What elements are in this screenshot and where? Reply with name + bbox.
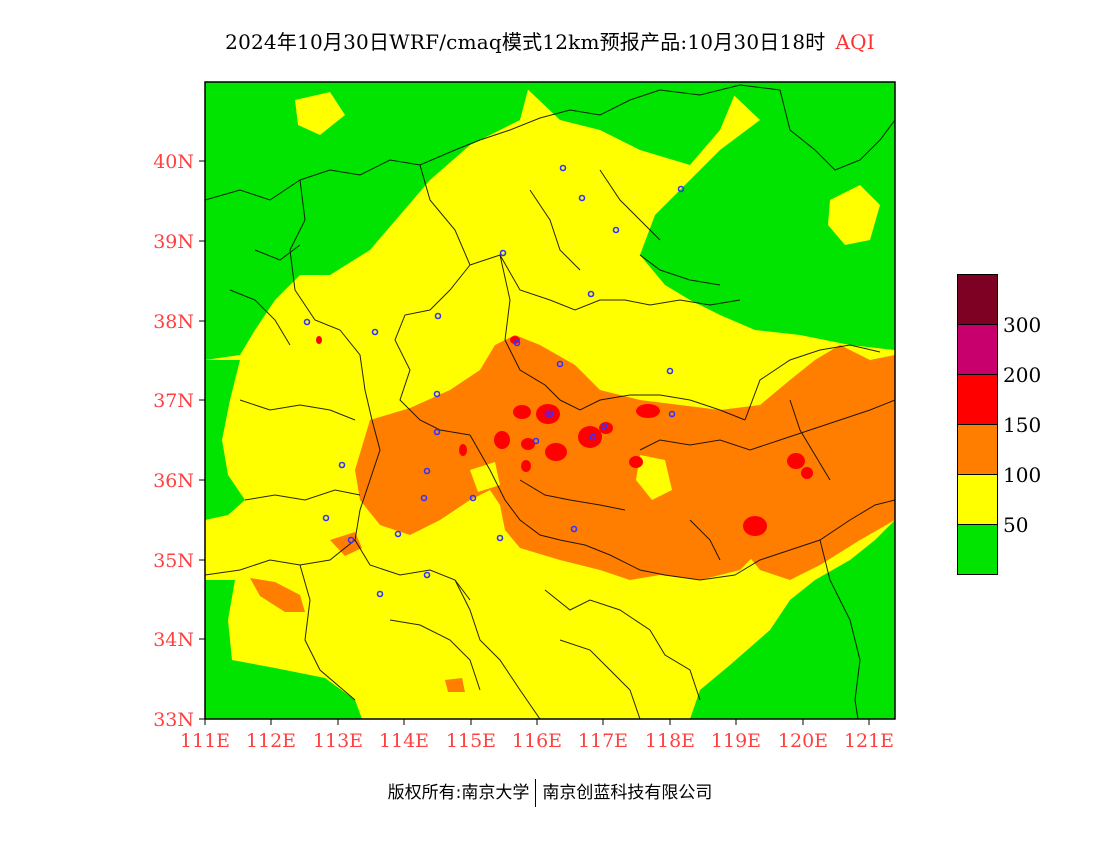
legend-label: 150 xyxy=(1003,413,1042,437)
field-yellow-hole-1 xyxy=(636,455,672,500)
x-tick-label: 118E xyxy=(645,730,695,752)
copyright-owner: 版权所有:南京大学 xyxy=(387,783,530,803)
x-tick-label: 112E xyxy=(246,730,296,752)
legend-swatch-200-300 xyxy=(957,324,998,375)
y-tick-label: 34N xyxy=(153,629,194,651)
field-orange-patch-113 xyxy=(330,532,362,556)
legend-swatch-0-50 xyxy=(957,524,998,575)
aqi-color-legend xyxy=(957,274,998,575)
x-tick-label: 119E xyxy=(711,730,761,752)
map-field xyxy=(205,82,895,719)
y-tick-labels: 33N 34N 35N 36N 37N 38N 39N 40N xyxy=(153,151,194,731)
field-orange-east xyxy=(740,385,895,580)
title-variable: AQI xyxy=(835,30,875,54)
copyright-divider xyxy=(535,779,537,807)
field-green-southwest xyxy=(205,580,362,719)
map-boundaries xyxy=(205,84,895,719)
legend-swatch-150-200 xyxy=(957,374,998,425)
copyright-partner: 南京创蓝科技有限公司 xyxy=(542,783,713,803)
city-markers xyxy=(303,164,685,598)
y-tick-label: 37N xyxy=(153,390,194,412)
x-tick-label: 111E xyxy=(180,730,230,752)
x-tick-label: 114E xyxy=(379,730,429,752)
field-yellow-island-n xyxy=(295,92,345,135)
x-tick-label: 120E xyxy=(778,730,828,752)
x-tick-label: 115E xyxy=(446,730,496,752)
legend-swatch-100-150 xyxy=(957,424,998,475)
x-tick-label: 121E xyxy=(844,730,894,752)
field-orange-west-patch xyxy=(250,578,305,612)
y-tick-label: 38N xyxy=(153,311,194,333)
legend-label: 200 xyxy=(1003,363,1042,387)
y-tick-label: 35N xyxy=(153,550,194,572)
legend-label: 300 xyxy=(1003,313,1042,337)
field-green-northwest xyxy=(205,82,530,360)
field-yellow-island-ne xyxy=(828,185,880,245)
field-green-southeast xyxy=(690,520,895,719)
legend-label: 50 xyxy=(1003,513,1029,537)
field-green-north xyxy=(520,82,740,165)
legend-swatch-300-plus xyxy=(957,274,998,325)
x-axis xyxy=(204,719,870,725)
field-green-west xyxy=(205,360,245,520)
title-text: 2024年10月30日WRF/cmaq模式12km预报产品:10月30日18时 xyxy=(225,30,826,54)
legend-label: 100 xyxy=(1003,463,1042,487)
y-tick-label: 39N xyxy=(153,231,194,253)
legend-swatch-50-100 xyxy=(957,474,998,525)
x-tick-label: 116E xyxy=(512,730,562,752)
y-tick-label: 36N xyxy=(153,470,194,492)
copyright-footer: 版权所有:南京大学 南京创蓝科技有限公司 xyxy=(0,778,1100,807)
y-tick-label: 33N xyxy=(153,709,194,731)
map-title: 2024年10月30日WRF/cmaq模式12km预报产品:10月30日18时 A… xyxy=(0,26,1100,55)
field-green-northeast xyxy=(640,82,895,350)
y-axis xyxy=(199,160,205,720)
x-tick-label: 113E xyxy=(313,730,363,752)
y-tick-label: 40N xyxy=(153,151,194,173)
x-tick-label: 117E xyxy=(578,730,628,752)
field-yellow-hole-2 xyxy=(470,462,500,492)
field-orange-patch-south xyxy=(445,678,465,692)
x-tick-labels: 111E 112E 113E 114E 115E 116E 117E 118E … xyxy=(180,730,894,752)
